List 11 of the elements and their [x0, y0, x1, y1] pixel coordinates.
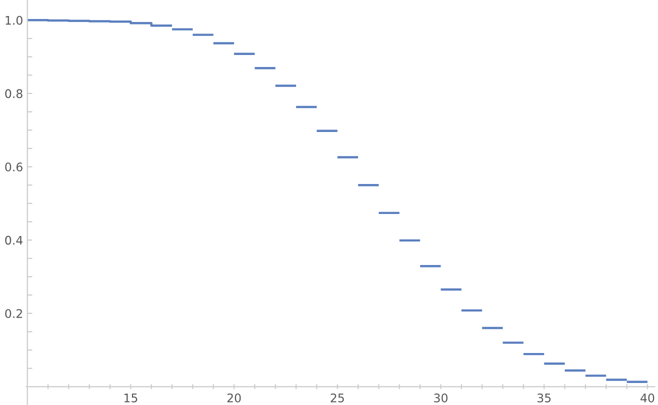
x-tick-label: 30 — [434, 393, 448, 402]
y-tick-label: 0.4 — [5, 236, 23, 245]
y-tick-label: 0.8 — [5, 89, 22, 98]
y-tick-label: 1.0 — [6, 16, 22, 25]
x-tick-label: 25 — [330, 393, 344, 402]
x-tick-label: 15 — [124, 394, 138, 402]
x-tick-label: 35 — [538, 393, 551, 402]
y-tick-label: 0.6 — [5, 162, 22, 172]
y-tick-label: 0.2 — [5, 309, 22, 318]
x-tick-label: 20 — [227, 393, 241, 402]
x-tick-label: 40 — [640, 393, 654, 402]
